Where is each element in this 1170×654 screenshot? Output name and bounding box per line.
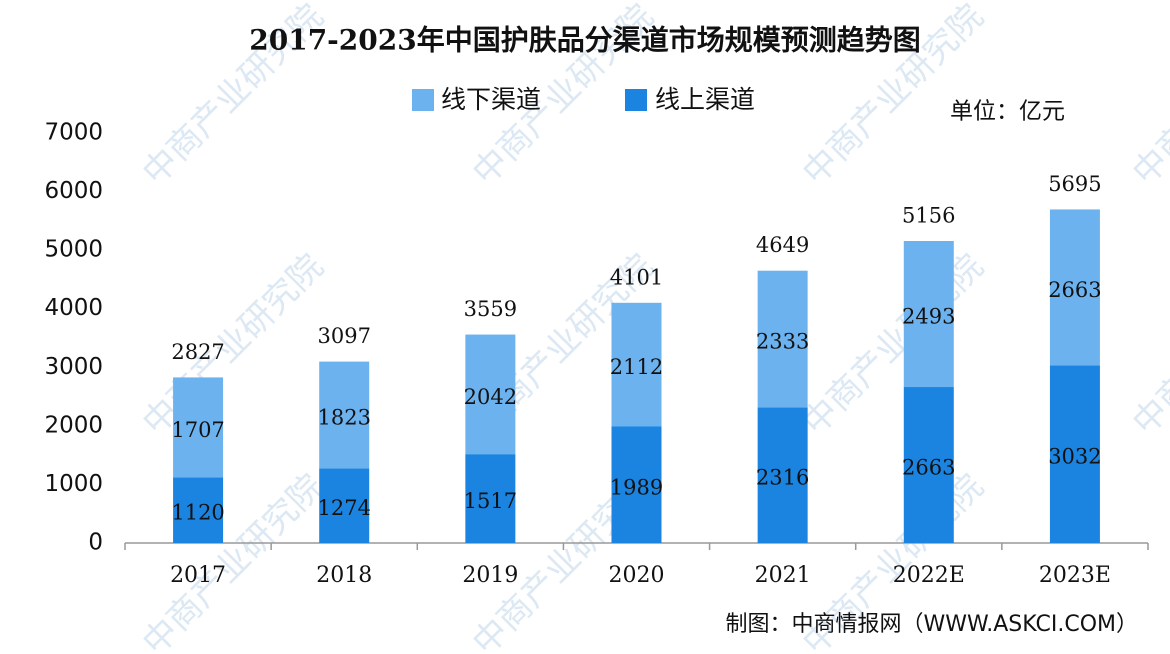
bar-segment <box>319 361 370 469</box>
bar-segment <box>465 334 516 455</box>
data-label: 3032 <box>1048 445 1101 469</box>
bar-segment <box>465 454 516 543</box>
legend-label: 线下渠道 <box>441 85 541 114</box>
y-tick-label: 1000 <box>44 471 103 497</box>
total-label: 4101 <box>610 265 663 289</box>
data-label: 2112 <box>610 355 663 379</box>
total-label: 5695 <box>1048 172 1101 196</box>
data-label: 2663 <box>902 456 955 480</box>
bar-segment <box>903 387 954 543</box>
bar-segment <box>757 270 808 408</box>
data-label: 1707 <box>171 418 224 442</box>
y-tick-label: 5000 <box>44 237 103 263</box>
data-label: 2333 <box>756 330 809 354</box>
data-label: 2042 <box>464 385 517 409</box>
data-label: 1989 <box>610 475 663 499</box>
bar-segment <box>757 407 808 543</box>
y-tick-label: 3000 <box>44 354 103 380</box>
unit-label: 单位：亿元 <box>950 99 1065 125</box>
x-tick-label: 2020 <box>609 563 665 588</box>
data-label: 1823 <box>317 405 370 429</box>
bar-segment <box>1049 209 1100 366</box>
legend-label: 线上渠道 <box>655 85 755 114</box>
total-label: 3559 <box>464 297 517 321</box>
y-tick-label: 6000 <box>44 178 103 204</box>
legend-swatch <box>412 89 434 111</box>
total-label: 2827 <box>171 340 224 364</box>
y-tick-label: 0 <box>88 530 103 556</box>
x-tick-label: 2017 <box>170 563 226 588</box>
bar-segment <box>903 241 954 388</box>
y-tick-label: 4000 <box>44 295 103 321</box>
total-label: 4649 <box>756 233 809 257</box>
data-label: 1517 <box>464 489 517 513</box>
bar-segment <box>173 477 224 543</box>
bar-segment <box>611 302 662 427</box>
x-tick-label: 2022E <box>893 563 965 588</box>
bar-segment <box>173 377 224 478</box>
data-label: 2663 <box>1048 278 1101 302</box>
data-label: 2493 <box>902 305 955 329</box>
bar-segment <box>319 468 370 543</box>
bar-segment <box>1049 365 1100 543</box>
y-tick-label: 7000 <box>44 120 103 146</box>
legend-swatch <box>625 89 647 111</box>
total-label: 3097 <box>317 324 370 348</box>
y-tick-label: 2000 <box>44 412 103 438</box>
data-label: 1120 <box>171 501 224 525</box>
chart-title: 2017-2023年中国护肤品分渠道市场规模预测趋势图 <box>249 24 920 57</box>
x-tick-label: 2018 <box>316 563 372 588</box>
data-label: 2316 <box>756 466 809 490</box>
x-tick-label: 2019 <box>462 563 518 588</box>
x-tick-label: 2021 <box>755 563 811 588</box>
x-tick-label: 2023E <box>1039 563 1111 588</box>
total-label: 5156 <box>902 204 955 228</box>
data-label: 1274 <box>317 496 370 520</box>
bar-segment <box>611 426 662 543</box>
source: 制图：中商情报网（WWW.ASKCI.COM） <box>726 612 1138 637</box>
